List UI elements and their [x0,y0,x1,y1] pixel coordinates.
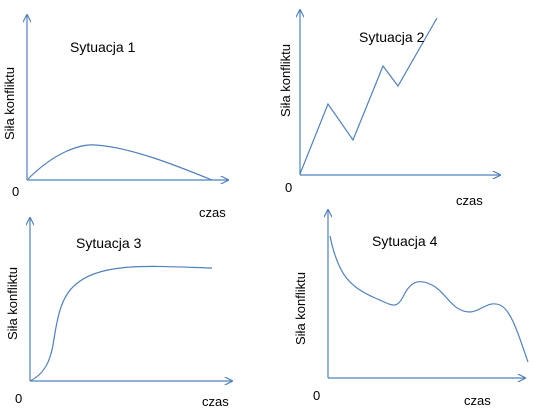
panel-title: Sytuacja 1 [70,39,136,55]
origin-label: 0 [313,388,320,403]
y-axis-label: Siła konfliktu [2,67,17,140]
panel-situation-3: Sytuacja 3 Siła konfliktu 0 czas [5,218,232,409]
panel-title: Sytuacja 2 [359,29,425,45]
y-axis-label: Siła konfliktu [5,267,20,340]
origin-label: 0 [15,391,22,406]
conflict-curve [29,265,213,382]
y-axis-label: Siła konfliktu [293,272,308,345]
panel-title: Sytuacja 4 [372,233,438,249]
x-axis-label: czas [202,394,229,409]
conflict-curve [329,235,529,363]
panel-title: Sytuacja 3 [76,235,142,251]
y-axis-label: Siła konfliktu [278,44,293,117]
conflict-curve [27,144,213,181]
panel-situation-1: Sytuacja 1 Siła konfliktu 0 [2,15,228,199]
x-axis-label: czas [464,393,491,408]
x-axis-label-panel-2: czas [456,193,483,208]
origin-label: 0 [12,184,19,199]
conflict-curve [299,17,438,175]
panel-situation-4: Sytuacja 4 Siła konfliktu 0 czas [293,210,529,408]
x-axis-label: czas [199,205,226,220]
panel-situation-2: Sytuacja 2 Siła konfliktu 0 czas [199,10,500,220]
origin-label: 0 [285,180,292,195]
